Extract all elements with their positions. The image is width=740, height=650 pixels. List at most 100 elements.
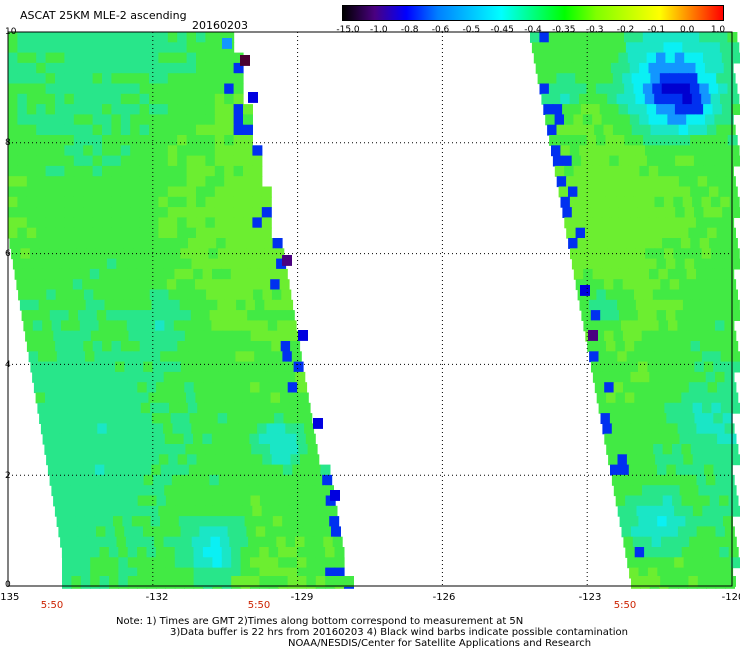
data-cell xyxy=(635,93,646,105)
data-cell xyxy=(611,320,622,332)
data-cell xyxy=(564,217,575,229)
data-cell xyxy=(149,176,159,188)
data-cell xyxy=(577,135,588,146)
data-cell xyxy=(64,454,75,466)
data-cell xyxy=(246,526,257,538)
data-cell xyxy=(301,516,311,527)
data-cell xyxy=(149,52,159,64)
data-cell xyxy=(122,351,133,363)
data-cell xyxy=(684,207,695,218)
data-cell xyxy=(26,124,37,136)
data-cell xyxy=(136,320,147,332)
data-cell xyxy=(243,124,253,136)
lon-label-126: -126 xyxy=(432,592,456,603)
data-cell xyxy=(717,536,728,548)
data-cell xyxy=(17,176,28,188)
data-cell xyxy=(311,464,322,476)
data-cell xyxy=(617,402,628,414)
data-cell xyxy=(622,227,633,239)
data-cell xyxy=(186,62,197,74)
data-cell xyxy=(214,104,225,115)
data-cell xyxy=(105,361,116,373)
data-cell xyxy=(250,567,260,579)
data-cell xyxy=(92,83,103,95)
data-cell xyxy=(686,114,697,126)
data-cell xyxy=(186,104,197,115)
data-cell xyxy=(564,114,574,126)
data-cell xyxy=(220,320,231,332)
data-cell xyxy=(668,526,679,538)
data-cell xyxy=(149,93,159,105)
data-cell xyxy=(692,248,703,260)
data-cell xyxy=(102,52,112,64)
data-cell xyxy=(209,361,219,373)
data-cell xyxy=(530,32,540,43)
data-cell xyxy=(106,310,117,321)
data-cell xyxy=(704,62,715,74)
data-cell xyxy=(622,176,633,188)
data-cell xyxy=(605,135,616,146)
data-cell xyxy=(94,238,104,249)
data-cell xyxy=(105,248,116,260)
data-cell xyxy=(313,536,324,548)
data-cell xyxy=(209,310,220,321)
data-cell xyxy=(621,423,632,435)
data-cell xyxy=(684,310,695,321)
data-cell xyxy=(263,402,273,414)
data-cell xyxy=(8,176,18,188)
data-cell xyxy=(102,165,112,177)
data-cell xyxy=(628,310,639,321)
data-cell xyxy=(141,351,152,363)
data-cell xyxy=(230,268,241,280)
data-cell xyxy=(575,124,586,136)
data-cell xyxy=(602,320,613,332)
data-cell xyxy=(83,32,94,43)
data-cell xyxy=(241,444,252,455)
data-cell xyxy=(120,145,131,157)
data-cell xyxy=(83,52,94,64)
data-cell xyxy=(170,248,181,260)
data-cell xyxy=(240,268,251,280)
data-cell xyxy=(653,547,664,558)
data-cell xyxy=(36,155,47,167)
data-cell xyxy=(35,392,46,404)
data-cell xyxy=(102,32,112,43)
data-cell xyxy=(676,62,687,74)
data-cell xyxy=(682,93,693,105)
data-cell xyxy=(55,176,65,188)
lat-lon-grid xyxy=(8,32,732,586)
data-cell xyxy=(218,361,229,373)
data-cell xyxy=(315,547,326,558)
data-cell xyxy=(200,310,211,321)
data-cell xyxy=(205,227,216,239)
data-cell xyxy=(630,371,641,383)
data-cell xyxy=(567,83,578,95)
data-cell xyxy=(248,92,258,103)
data-cell xyxy=(42,268,53,280)
data-cell xyxy=(617,299,628,311)
data-cell xyxy=(197,402,208,414)
data-cell xyxy=(680,83,691,95)
data-cell xyxy=(102,83,112,95)
data-cell xyxy=(80,547,91,558)
data-cell xyxy=(36,145,47,157)
data-cell xyxy=(160,464,171,476)
data-cell xyxy=(615,444,626,455)
data-cell xyxy=(233,505,244,517)
data-cell xyxy=(726,330,737,342)
data-cell xyxy=(64,165,75,177)
data-cell xyxy=(186,186,197,198)
data-cell xyxy=(189,248,200,260)
data-cell xyxy=(196,93,206,105)
data-cell xyxy=(533,52,544,64)
data-cell xyxy=(167,217,178,229)
data-cell xyxy=(214,196,225,208)
data-cell xyxy=(694,207,704,218)
data-cell xyxy=(704,567,715,579)
data-cell xyxy=(658,114,668,126)
data-cell xyxy=(158,227,169,239)
data-cell xyxy=(644,547,655,558)
data-cell xyxy=(17,42,28,54)
data-cell xyxy=(724,474,735,486)
data-cell xyxy=(26,196,37,208)
